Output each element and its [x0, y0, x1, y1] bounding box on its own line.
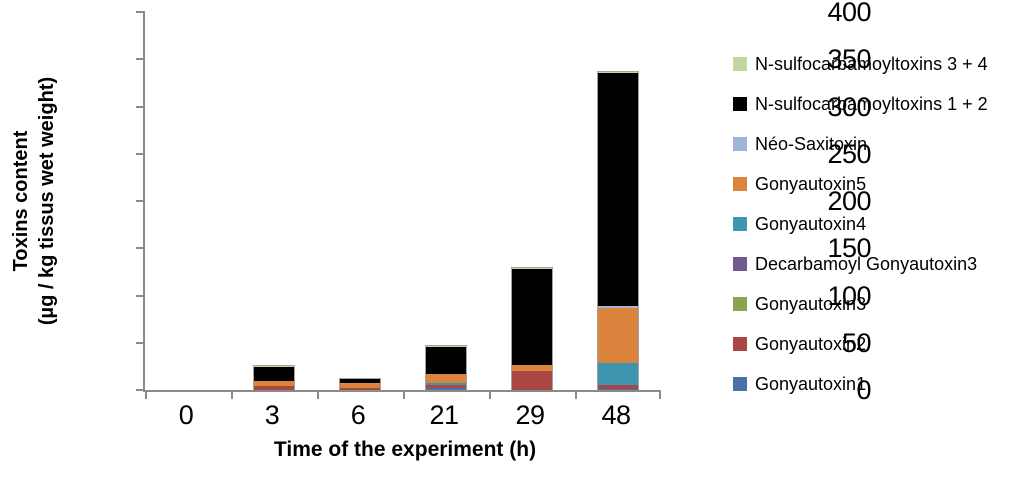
x-axis-tick	[575, 392, 577, 399]
plot-area	[136, 11, 661, 399]
x-tick-label: 3	[264, 400, 280, 430]
legend-item: Gonyautoxin3	[733, 284, 988, 324]
bar-segment-n-sulfocarbamoyltoxins-3-4	[597, 71, 638, 74]
bar-segment-n-sulfocarbamoyltoxins-3-4	[511, 268, 552, 270]
stacked-bar-6h	[338, 377, 381, 390]
bar-segment-n-o-saxitoxin	[597, 305, 638, 308]
legend-swatch-icon	[733, 137, 747, 151]
bar-segment-n-sulfocarbamoyltoxins-3-4	[253, 366, 294, 368]
legend-item: Decarbamoyl Gonyautoxin3	[733, 244, 988, 284]
legend-swatch-icon	[733, 57, 747, 71]
stacked-bar-48h	[596, 70, 639, 390]
y-axis-tick	[136, 152, 145, 155]
x-tick-label: 48	[601, 400, 631, 430]
y-axis-tick	[136, 58, 145, 61]
stacked-bar-21h	[424, 344, 467, 390]
bar-segment-n-sulfocarbamoyltoxins-3-4	[425, 345, 466, 347]
bar-segment-gonyautoxin2	[425, 385, 466, 389]
legend-label: Gonyautoxin1	[755, 373, 867, 394]
bar-segment-gonyautoxin5	[339, 383, 380, 389]
y-axis-tick	[136, 341, 145, 344]
bar-segment-n-sulfocarbamoyltoxins-1-2	[597, 73, 638, 306]
legend-label: N-sulfocarbamoyltoxins 1 + 2	[755, 93, 988, 114]
legend-label: Gonyautoxin2	[755, 333, 867, 354]
x-axis-tick	[403, 392, 405, 399]
bar-segment-gonyautoxin5	[253, 380, 294, 387]
legend-swatch-icon	[733, 337, 747, 351]
x-axis-tick	[231, 392, 233, 399]
y-tick-label: 0	[856, 375, 871, 405]
legend-item: Gonyautoxin5	[733, 164, 988, 204]
x-axis-title: Time of the experiment (h)	[273, 438, 537, 461]
y-axis-tick	[136, 389, 145, 391]
bar-segment-n-sulfocarbamoyltoxins-1-2	[425, 346, 466, 374]
y-tick-label: 400	[827, 0, 871, 27]
y-tick-label: 250	[827, 138, 871, 169]
legend-swatch-icon	[733, 297, 747, 311]
y-axis-tick	[136, 294, 145, 297]
bar-segment-gonyautoxin5	[597, 307, 638, 363]
y-axis-tick	[136, 247, 145, 250]
legend: N-sulfocarbamoyltoxins 3 + 4 N-sulfocarba…	[733, 44, 988, 404]
x-tick-label: 6	[350, 400, 366, 430]
bar-segment-gonyautoxin2	[597, 385, 638, 390]
legend-item: N-sulfocarbamoyltoxins 3 + 4	[733, 44, 988, 84]
legend-item: Gonyautoxin4	[733, 204, 988, 244]
y-tick-label: 150	[827, 233, 871, 264]
legend-label: Gonyautoxin4	[755, 213, 867, 234]
x-axis-tick	[489, 392, 491, 399]
y-axis-title: Toxins content (µg / kg tissus wet weigh…	[8, 77, 60, 325]
x-tick-label: 21	[429, 400, 459, 430]
legend-swatch-icon	[733, 97, 747, 111]
bar-segment-n-sulfocarbamoyltoxins-1-2	[253, 367, 294, 381]
bar-segment-gonyautoxin1	[597, 389, 638, 390]
y-tick-label: 300	[827, 91, 871, 122]
y-axis-tick	[136, 11, 145, 13]
bar-segment-gonyautoxin5	[425, 373, 466, 384]
legend-label: N-sulfocarbamoyltoxins 3 + 4	[755, 53, 988, 74]
stacked-bar-29h	[510, 267, 553, 390]
legend-swatch-icon	[733, 377, 747, 391]
legend-swatch-icon	[733, 177, 747, 191]
x-tick-label: 0	[178, 400, 194, 430]
x-axis-tick	[317, 392, 319, 399]
bar-segment-gonyautoxin2	[511, 371, 552, 390]
y-tick-label: 200	[827, 186, 871, 216]
bar-segment-n-sulfocarbamoyltoxins-1-2	[339, 378, 380, 384]
legend-label: Decarbamoyl Gonyautoxin3	[755, 253, 978, 274]
bar-segment-gonyautoxin2	[253, 386, 294, 390]
bar-segment-gonyautoxin1	[425, 388, 466, 390]
y-axis-tick	[136, 105, 145, 108]
y-tick-label: 100	[827, 280, 871, 311]
legend-item: Gonyautoxin1	[733, 364, 988, 404]
bar-segment-gonyautoxin4	[425, 383, 466, 386]
y-tick-label: 50	[841, 327, 872, 358]
legend-item: N-sulfocarbamoyltoxins 1 + 2	[733, 84, 988, 124]
y-axis-title-line2: (µg / kg tissus wet weight)	[36, 76, 58, 326]
legend-swatch-icon	[733, 217, 747, 231]
bar-segment-gonyautoxin2	[339, 388, 380, 390]
legend-item: Gonyautoxin2	[733, 324, 988, 364]
stacked-bar-3h	[252, 365, 295, 390]
bar-segment-gonyautoxin5	[511, 364, 552, 372]
y-tick-label: 350	[827, 44, 871, 75]
legend-label: Néo-Saxitoxin	[755, 133, 868, 154]
legend-item: Néo-Saxitoxin	[733, 124, 988, 164]
x-tick-label: 29	[515, 400, 545, 430]
x-axis-tick	[659, 392, 661, 399]
x-axis-tick	[145, 392, 147, 399]
legend-label: Gonyautoxin5	[755, 173, 867, 194]
legend-label: Gonyautoxin3	[755, 293, 867, 314]
bar-segment-n-sulfocarbamoyltoxins-1-2	[511, 269, 552, 365]
y-axis-title-line1: Toxins content	[10, 130, 32, 272]
bar-segment-gonyautoxin4	[597, 362, 638, 386]
y-axis-tick	[136, 200, 145, 202]
legend-swatch-icon	[733, 257, 747, 271]
